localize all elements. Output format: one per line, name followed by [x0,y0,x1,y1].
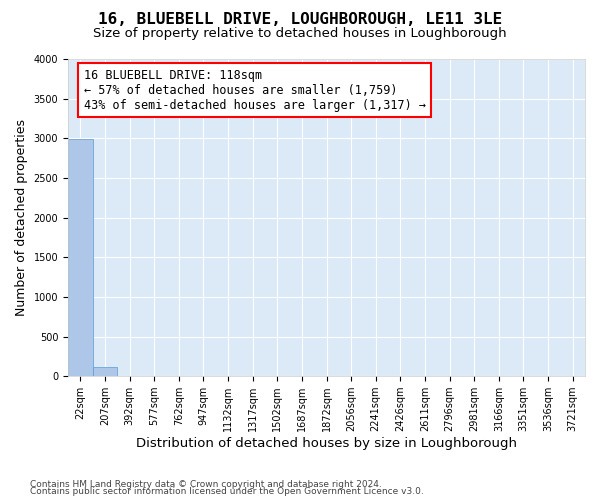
Text: Contains public sector information licensed under the Open Government Licence v3: Contains public sector information licen… [30,487,424,496]
Text: Size of property relative to detached houses in Loughborough: Size of property relative to detached ho… [93,28,507,40]
Bar [68,139,92,376]
Y-axis label: Number of detached properties: Number of detached properties [15,119,28,316]
Text: 16, BLUEBELL DRIVE, LOUGHBOROUGH, LE11 3LE: 16, BLUEBELL DRIVE, LOUGHBOROUGH, LE11 3… [98,12,502,28]
Text: 16 BLUEBELL DRIVE: 118sqm
← 57% of detached houses are smaller (1,759)
43% of se: 16 BLUEBELL DRIVE: 118sqm ← 57% of detac… [83,68,425,112]
Bar [92,366,117,376]
Text: Contains HM Land Registry data © Crown copyright and database right 2024.: Contains HM Land Registry data © Crown c… [30,480,382,489]
X-axis label: Distribution of detached houses by size in Loughborough: Distribution of detached houses by size … [136,437,517,450]
